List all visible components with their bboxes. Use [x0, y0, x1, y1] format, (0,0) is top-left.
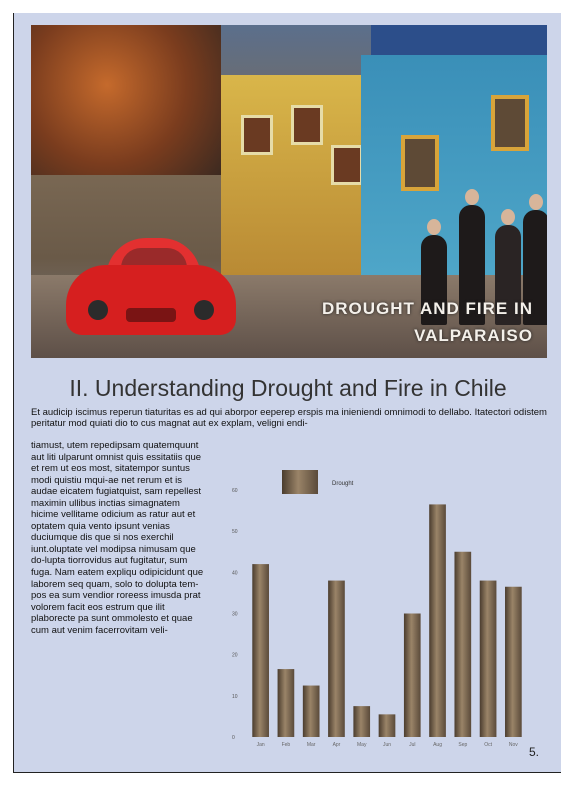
building-window	[401, 135, 439, 191]
hero-blue-building	[361, 55, 547, 285]
chart-bars	[252, 504, 522, 737]
legend-label: Drought	[332, 481, 354, 487]
y-axis: 0 10 20 30 40 50 60	[232, 488, 238, 741]
x-axis: Jan Feb Mar Apr May Jun Jul Aug Sep Oct Nov	[257, 742, 519, 748]
page-number: 5.	[528, 745, 539, 759]
bar-feb	[277, 669, 295, 737]
bar-aug	[429, 504, 446, 737]
y-tick-label: 10	[232, 694, 238, 700]
chart-legend: Drought	[282, 470, 354, 494]
y-tick-label: 60	[232, 488, 238, 494]
y-tick-label: 40	[232, 570, 238, 576]
section-heading: II. Understanding Drought and Fire in Ch…	[69, 375, 507, 401]
building-window	[331, 145, 363, 185]
x-tick-label: Feb	[282, 742, 291, 748]
building-window	[241, 115, 273, 155]
drought-bar-chart: Drought 0 10 20 30 40 50 60 Jan Feb Mar Apr May Jun…	[232, 470, 522, 748]
hero-people	[421, 175, 547, 325]
legend-swatch	[282, 470, 318, 494]
person-figure	[421, 219, 447, 325]
x-tick-label: Jan	[257, 742, 265, 748]
x-tick-label: Jul	[409, 742, 415, 748]
hero-yellow-building	[221, 75, 371, 275]
bar-sep	[454, 551, 472, 737]
bar-mar	[302, 685, 320, 737]
x-tick-label: Mar	[307, 742, 316, 748]
bar-nov	[505, 586, 522, 737]
hero-caption: DROUGHT AND FIRE IN VALPARAISO	[233, 295, 533, 349]
y-tick-label: 0	[232, 735, 235, 741]
bar-oct	[479, 580, 497, 737]
bar-apr	[328, 580, 345, 737]
bar-jul	[403, 613, 421, 737]
building-window	[491, 95, 529, 151]
person-figure	[495, 209, 521, 325]
y-tick-label: 30	[232, 612, 238, 618]
x-tick-label: Oct	[484, 742, 492, 748]
x-tick-label: Nov	[509, 742, 518, 748]
hero-caption-line-2: VALPARAISO	[414, 326, 533, 345]
person-figure	[459, 189, 485, 325]
bar-jan	[252, 564, 269, 737]
bar-may	[353, 706, 371, 737]
document-page: DROUGHT AND FIRE IN VALPARAISO II. Under…	[13, 13, 561, 773]
hero-red-car	[66, 230, 236, 340]
x-tick-label: Sep	[458, 742, 467, 748]
body-column-text: tiamust, utem repedipsam quatemquunt aut…	[31, 440, 204, 636]
person-figure	[523, 194, 547, 325]
x-tick-label: Aug	[433, 742, 442, 748]
hero-sky	[31, 25, 221, 175]
hero-caption-line-1: DROUGHT AND FIRE IN	[321, 299, 533, 318]
x-tick-label: Apr	[333, 742, 341, 748]
y-tick-label: 20	[232, 653, 238, 659]
x-tick-label: Jun	[383, 742, 391, 748]
bar-jun	[378, 714, 396, 737]
hero-photo: DROUGHT AND FIRE IN VALPARAISO	[31, 25, 547, 358]
x-tick-label: May	[357, 742, 367, 748]
building-window	[291, 105, 323, 145]
lead-paragraph: Et audicip iscimus reperun tiaturitas es…	[31, 407, 547, 429]
y-tick-label: 50	[232, 529, 238, 535]
